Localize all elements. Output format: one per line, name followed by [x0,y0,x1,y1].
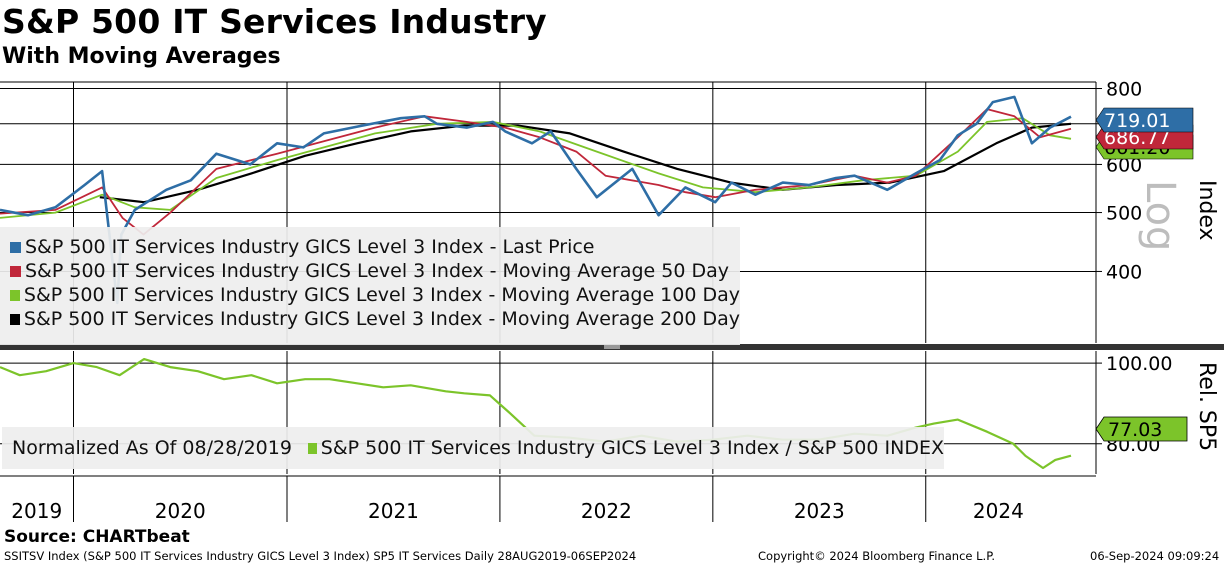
x-tick-label: 2021 [368,499,419,523]
log-scale-label: Log [1137,180,1183,251]
relative-tick-label: 100.00 [1106,353,1172,375]
last-value-label: 719.01 [1104,110,1170,132]
price-tick-label: 500 [1106,203,1142,225]
price-axis-title: Index [1194,180,1219,241]
relative-axis-title: Rel. SP5 [1194,362,1219,451]
page-title: S&P 500 IT Services Industry [2,2,547,41]
legend-swatch [10,241,21,253]
normalized-note: Normalized As Of 08/28/2019 [12,437,292,459]
x-tick-label: 2024 [973,499,1024,523]
legend-label: S&P 500 IT Services Industry GICS Level … [25,260,730,282]
series-line-last-price [0,95,1072,305]
price-tick-label: 400 [1106,261,1142,283]
legend-label: S&P 500 IT Services Industry GICS Level … [25,236,595,258]
copyright: Copyright© 2024 Bloomberg Finance L.P. [758,549,995,563]
source-label: Source: CHARTbeat [4,527,190,547]
relative-legend: Normalized As Of 08/28/2019 S&P 500 IT S… [2,427,944,469]
relative-last-value-tag [1095,416,1188,442]
timestamp: 06-Sep-2024 09:09:24 [1090,549,1220,563]
price-legend: S&P 500 IT Services Industry GICS Level … [0,227,740,345]
legend-swatch [10,289,20,301]
x-tick-label: 2020 [155,499,206,523]
legend-swatch [10,313,20,325]
page-subtitle: With Moving Averages [2,44,281,69]
price-tick-label: 800 [1106,79,1142,101]
relative-series-line [0,358,1072,470]
series-line-ma200 [99,122,1072,204]
ticker-info: SSITSV Index (S&P 500 IT Services Indust… [4,549,637,563]
legend-item: S&P 500 IT Services Industry GICS Level … [10,235,740,259]
legend-swatch [10,265,21,277]
legend-item: S&P 500 IT Services Industry GICS Level … [10,283,740,307]
series-line-ma100 [0,117,1072,219]
relative-swatch [307,442,317,454]
panel-divider-grip [604,345,620,349]
legend-label: S&P 500 IT Services Industry GICS Level … [23,284,740,306]
legend-item: S&P 500 IT Services Industry GICS Level … [10,259,740,283]
relative-legend-label: S&P 500 IT Services Industry GICS Level … [320,437,944,459]
x-tick-label: 2019 [11,499,62,523]
price-tick-label: 600 [1106,154,1142,176]
legend-label: S&P 500 IT Services Industry GICS Level … [23,308,740,330]
last-value-tag [1095,107,1194,133]
x-tick-label: 2023 [794,499,845,523]
series-line-ma50 [0,108,1072,236]
last-value-label: 686.77 [1104,127,1170,149]
x-tick-label: 2022 [581,499,632,523]
relative-last-value-label: 77.03 [1108,419,1162,441]
legend-item: S&P 500 IT Services Industry GICS Level … [10,307,740,331]
